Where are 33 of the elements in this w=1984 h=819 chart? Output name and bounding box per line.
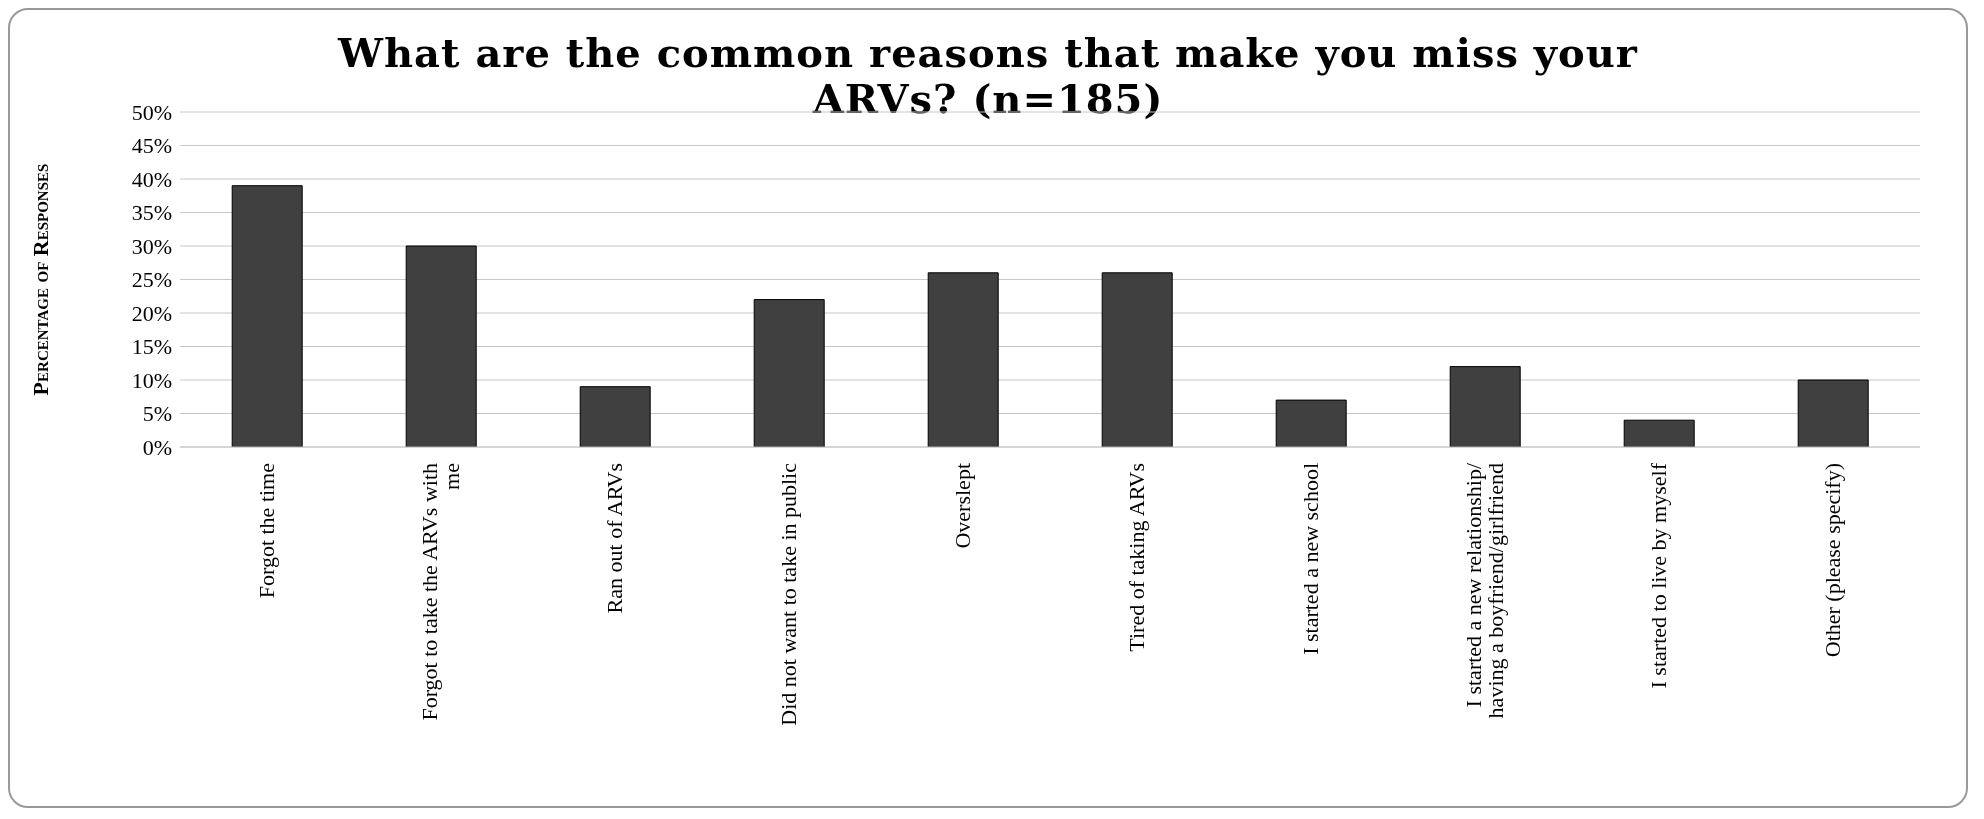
x-tick-label: Forgot the time [254, 463, 279, 599]
bar [1275, 399, 1347, 447]
bar [753, 299, 825, 447]
y-tick-label: 35% [131, 200, 172, 226]
bar [927, 272, 999, 447]
bar [405, 245, 477, 447]
y-tick-label: 10% [131, 367, 172, 393]
bar [231, 185, 303, 447]
bar [1797, 379, 1869, 447]
x-tick-label: Overslept [950, 463, 975, 549]
x-tick-label: Other (please specify) [1820, 463, 1845, 658]
y-tick-label: 15% [131, 334, 172, 360]
y-tick-label: 30% [131, 233, 172, 259]
x-tick-label: Forgot to take the ARVs with me [417, 463, 464, 721]
y-tick-label: 20% [131, 300, 172, 326]
bar [1623, 419, 1695, 447]
y-tick-label: 50% [131, 99, 172, 125]
y-tick-label: 25% [131, 267, 172, 293]
y-tick-label: 40% [131, 166, 172, 192]
x-tick-label: I started to live by myself [1646, 462, 1671, 689]
y-axis-title: Percentage of Responses [27, 163, 53, 396]
bar [579, 386, 651, 447]
bar [1449, 366, 1521, 447]
x-tick-label: Did not want to take in public [776, 462, 801, 726]
bar [1101, 272, 1173, 447]
x-tick-label: Ran out of ARVs [602, 463, 627, 614]
y-tick-label: 5% [142, 401, 172, 427]
x-tick-label: Tired of taking ARVs [1124, 463, 1149, 652]
chart-title: What are the common reasons that make you miss your ARVs? (n=185) [336, 29, 1639, 122]
y-tick-label: 45% [131, 133, 172, 159]
x-tick-label: I started a new relationship/ having a boyfriend/girlfriend [1461, 462, 1508, 719]
x-tick-label: I started a new school [1298, 463, 1323, 655]
y-tick-label: 0% [142, 434, 172, 460]
